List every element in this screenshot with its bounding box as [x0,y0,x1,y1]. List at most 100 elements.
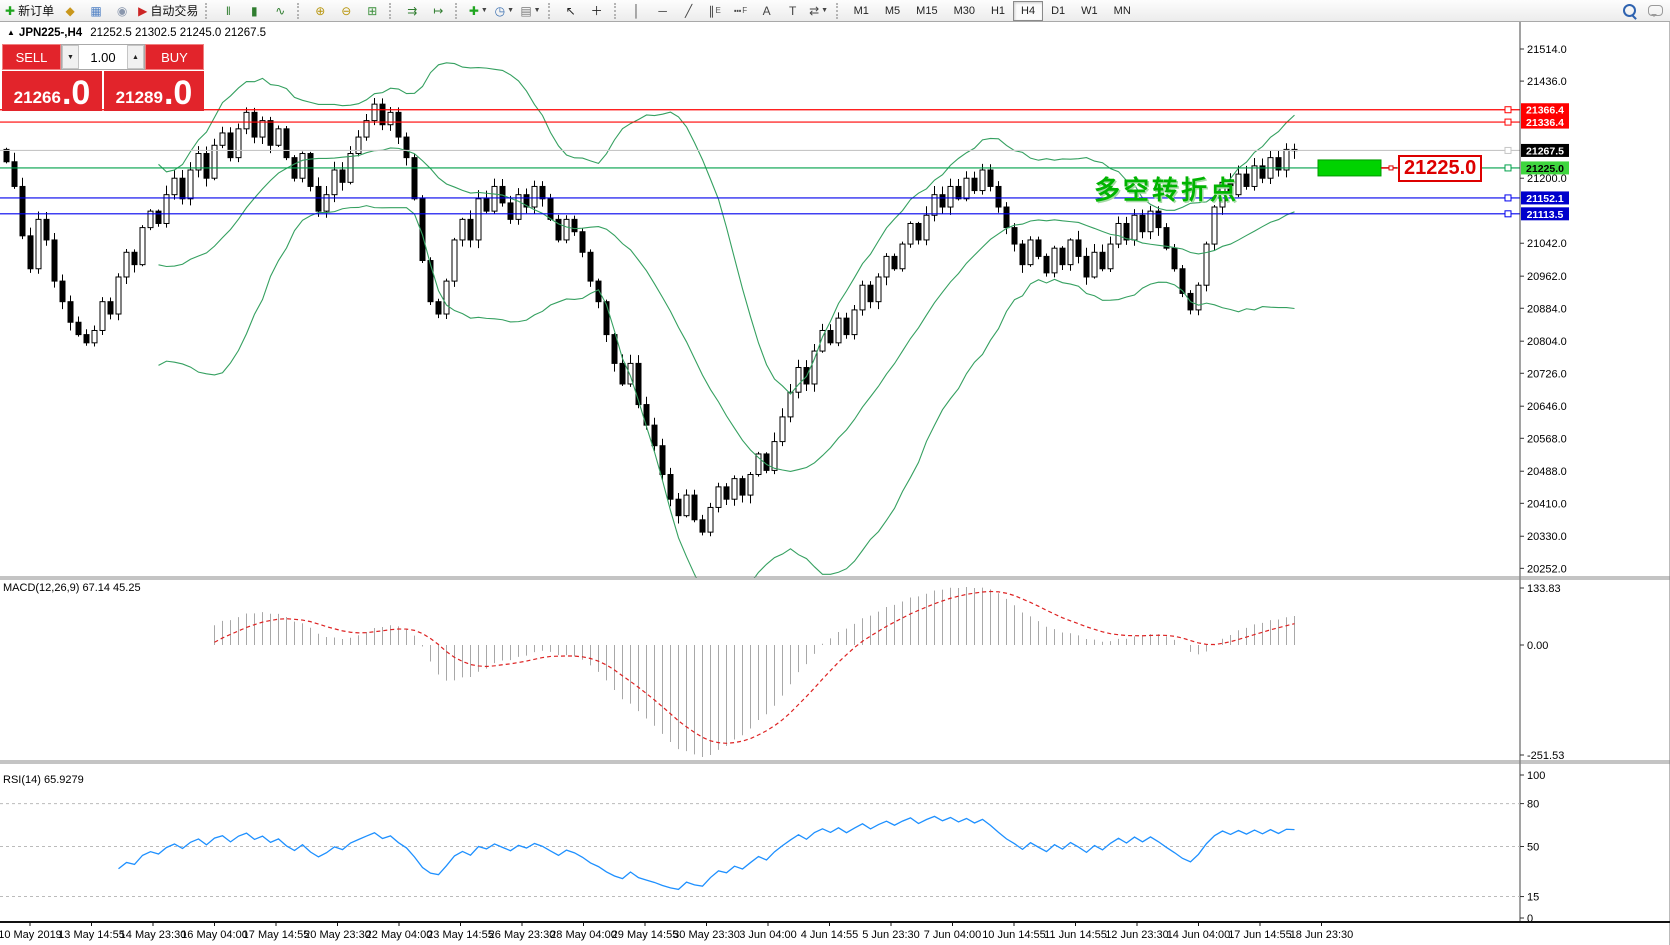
timeframe-h4-button[interactable]: H4 [1013,0,1044,21]
indicators-button[interactable]: ✚ ▼ [465,0,491,22]
time-axis-label: 10 May 2019 [0,929,62,941]
time-axis-label: 26 May 23:30 [489,929,556,941]
new-order-button[interactable]: ✚ 新订单 [2,0,57,22]
cursor-tool-button[interactable]: ↖ [558,0,584,22]
chat-icon [1647,5,1663,17]
dropdown-caret-icon: ▼ [533,7,541,14]
toolbar-separator [613,2,620,19]
chart-shift-button[interactable]: ↦ [425,0,451,22]
vertical-line-icon: │ [632,3,641,18]
volume-up-button[interactable]: ▲ [127,45,144,69]
turning-point-annotation[interactable]: 多空转折点 [1094,175,1240,205]
toolbar-separator [389,2,395,19]
sell-price[interactable]: 21266 .0 [2,71,102,111]
volume-input[interactable]: 1.00 [90,49,116,65]
templates-button[interactable]: ▤ ▼ [517,0,543,22]
line-chart-button[interactable]: ∿ [267,0,293,22]
volume-down-button[interactable]: ▼ [62,45,79,69]
fibonacci-icon-sub: F [742,6,748,15]
periods-button[interactable]: ◷ ▼ [491,0,517,22]
y-axis-tick: 20884.0 [1527,303,1567,315]
buy-button[interactable]: BUY [145,44,204,70]
hline-handle [1504,146,1512,154]
chart-title: ▲ JPN225-,H4 21252.5 21302.5 21245.0 21267… [7,27,266,39]
buy-price[interactable]: 21289 .0 [104,71,204,111]
text-label-tool[interactable]: T [780,0,806,22]
vertical-line-tool[interactable]: │ [624,0,650,22]
horizontal-line-tool[interactable]: ─ [650,0,676,22]
chart-window: 21366.4 21336.4 21267.5 21225.0 21152.1 21113… [0,22,1670,945]
toolbar-separator [297,2,303,19]
svg-text:21267.5: 21267.5 [1526,145,1564,157]
charts-button[interactable]: ▦ [83,0,109,22]
timeframe-mn-button[interactable]: MN [1113,4,1131,17]
trendline-tool[interactable]: ╱ [676,0,702,22]
svg-text:21366.4: 21366.4 [1526,105,1564,117]
autoscroll-button[interactable]: ⇉ [399,0,425,22]
dropdown-caret-icon: ▼ [507,7,515,14]
price-callout-box[interactable]: 21225.0 [1398,155,1483,182]
equidistant-channel-tool[interactable]: ∥ E [702,0,728,22]
hline-handle [1504,194,1512,202]
toolbar-separator [455,2,461,19]
text-icon: A [762,3,771,18]
templates-icon: ▤ [520,3,532,18]
macd-axis-tick: -251.53 [1527,750,1564,762]
timeframe-w1-button[interactable]: W1 [1081,4,1098,17]
signals-button[interactable]: ◉ [109,0,135,22]
toolbar-separator [205,2,211,19]
timeframe-d1-button[interactable]: D1 [1051,4,1066,17]
time-axis-label: 12 Jun 23:30 [1105,929,1169,941]
tile-windows-icon: ⊞ [367,3,378,18]
signals-icon: ◉ [116,3,128,18]
crosshair-icon: ＋ [590,3,603,18]
svg-text:21225.0: 21225.0 [1526,163,1564,175]
svg-text:21152.1: 21152.1 [1526,193,1564,205]
rsi-axis-tick: 0 [1527,913,1533,925]
time-axis-label: 3 Jun 04:00 [739,929,797,941]
zoom-out-button[interactable]: ⊖ [333,0,359,22]
search-button[interactable] [1616,0,1642,22]
time-axis-label: 7 Jun 04:00 [924,929,982,941]
rsi-axis-tick: 80 [1527,799,1539,811]
crosshair-tool-button[interactable]: ＋ [584,0,610,22]
candlestick-button[interactable]: ▮ [241,0,267,22]
sell-button[interactable]: SELL [2,44,61,70]
zoom-in-button[interactable]: ⊕ [307,0,333,22]
timeframe-m5-button[interactable]: M5 [884,4,901,17]
zoom-in-icon: ⊕ [315,3,326,18]
charts-icon: ▦ [90,3,102,18]
timeframe-m30-button[interactable]: M30 [953,4,975,17]
arrows-tool[interactable]: ⇄ ▼ [806,0,832,22]
timeframe-m15-button[interactable]: M15 [916,4,938,17]
rsi-axis-tick: 50 [1527,842,1539,854]
hline-handle [1504,210,1512,218]
hline-handle [1504,164,1512,172]
channel-icon-sub: E [715,6,721,15]
tile-windows-button[interactable]: ⊞ [359,0,385,22]
timeframe-m1-button[interactable]: M1 [853,4,869,17]
channel-icon: ∥ [708,3,715,18]
price-tag [1521,161,1569,175]
timeframe-h1-button[interactable]: H1 [990,4,1006,17]
dropdown-caret-icon: ▼ [821,7,829,14]
profiles-button[interactable]: ◆ [57,0,83,22]
autotrading-button[interactable]: ▶ 自动交易 [135,0,201,22]
time-axis-label: 30 May 23:30 [673,929,740,941]
fibonacci-tool[interactable]: ┅ F [728,0,754,22]
line-chart-icon: ∿ [275,3,286,18]
collapse-triangle-icon[interactable]: ▲ [7,28,15,37]
time-axis-label: 17 May 14:55 [243,929,310,941]
text-label-icon: T [788,3,797,18]
indicators-icon: ✚ [468,3,479,18]
new-order-icon: ✚ [5,3,16,18]
price-tag [1521,143,1569,157]
chat-button[interactable] [1642,0,1668,22]
y-axis-tick: 21200.0 [1527,173,1567,185]
time-axis-label: 5 Jun 23:30 [862,929,920,941]
price-tag [1521,207,1569,221]
text-tool[interactable]: A [754,0,780,22]
y-axis-tick: 20646.0 [1527,401,1567,413]
bar-chart-button[interactable]: ‖ [215,0,241,22]
